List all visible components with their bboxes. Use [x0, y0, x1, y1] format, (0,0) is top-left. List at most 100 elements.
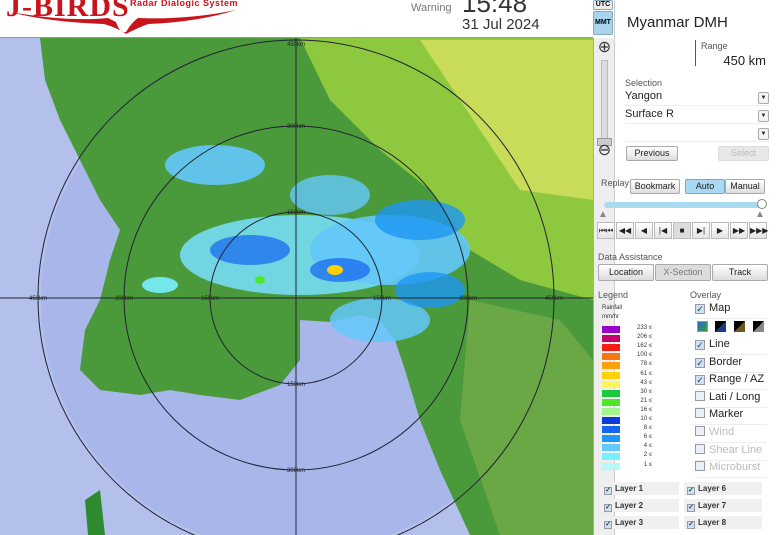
checkbox[interactable]: ✓ [687, 487, 695, 495]
playback-button[interactable]: ▶▶ [730, 222, 748, 239]
checkbox[interactable] [695, 390, 705, 401]
playback-button[interactable]: ⏮⏮ [597, 222, 615, 239]
playback-button[interactable]: ▶▶▶ [749, 222, 768, 239]
dropdown-arrow-icon[interactable]: ▼ [758, 92, 769, 104]
bookmark-button[interactable]: Bookmark [630, 179, 680, 194]
previous-button[interactable]: Previous [626, 146, 678, 161]
legend-entry: 43 ≤ [602, 380, 662, 389]
select-button[interactable]: Select [718, 146, 769, 161]
checkbox[interactable]: ✓ [687, 521, 695, 529]
track-button[interactable]: Track [712, 264, 768, 281]
mmt-button[interactable]: MMT [593, 11, 613, 35]
legend-entry: 61 ≤ [602, 370, 662, 380]
dropdown-arrow-icon[interactable]: ▼ [758, 110, 769, 122]
map-style-dark-brown[interactable] [734, 321, 745, 332]
legend-entry: 10 ≤ [602, 416, 662, 425]
playback-button[interactable]: |◀ [654, 222, 672, 239]
replay-timeline[interactable] [604, 202, 762, 208]
map-style-dark-blue[interactable] [715, 321, 726, 332]
location-button[interactable]: Location [598, 264, 654, 281]
playback-button[interactable]: ◀ [635, 222, 653, 239]
checkbox[interactable]: ✓ [695, 304, 705, 314]
legend-value: 61 ≤ [640, 370, 652, 377]
product-select[interactable]: Surface R ▼ [625, 108, 769, 124]
third-select[interactable]: ▼ [625, 126, 769, 142]
checkbox[interactable] [695, 408, 705, 419]
overlay-toggle[interactable]: ✓ Border [695, 356, 767, 373]
overlay-toggle[interactable]: ✓ Range / AZ [695, 373, 767, 391]
auto-button[interactable]: Auto [685, 179, 725, 194]
replay-handle[interactable] [757, 199, 767, 209]
overlay-label: Overlay [690, 290, 722, 300]
checkbox[interactable]: ✓ [687, 504, 695, 512]
layer-toggle[interactable]: ✓ Layer 6 [684, 482, 762, 495]
legend-swatch [602, 326, 620, 333]
range-label: 300km [287, 468, 305, 474]
legend-value: 8 ≤ [643, 425, 652, 432]
overlay-toggle[interactable]: ✓ Map [695, 302, 767, 319]
site-select-value: Yangon [625, 90, 663, 102]
site-select[interactable]: Yangon ▼ [625, 90, 769, 106]
divider [695, 40, 696, 66]
checkbox[interactable] [695, 461, 705, 472]
checkbox[interactable] [695, 426, 705, 436]
overlay-toggle[interactable]: Shear Line [695, 443, 767, 461]
replay-end-marker-icon[interactable]: ▲ [755, 209, 765, 220]
range-rings [0, 38, 593, 535]
layer-toggle[interactable]: ✓ Layer 1 [601, 482, 679, 495]
layer-toggle[interactable]: ✓ Layer 7 [684, 499, 762, 512]
legend-entry: 30 ≤ [602, 389, 662, 398]
legend-title: Rainfall [602, 305, 623, 311]
checkbox[interactable] [695, 443, 705, 454]
zoom-slider-track[interactable] [601, 60, 608, 150]
data-assistance-label: Data Assistance [598, 252, 663, 262]
utc-button[interactable]: UTC [593, 0, 613, 10]
legend-entry: 16 ≤ [602, 407, 662, 416]
overlay-toggle[interactable]: ✓ Line [695, 338, 767, 355]
playback-button[interactable]: ■ [673, 222, 691, 239]
legend-swatch [602, 453, 620, 461]
layer-toggle[interactable]: ✓ Layer 3 [601, 516, 679, 529]
date-display: 31 Jul 2024 [462, 16, 540, 33]
overlay-toggle[interactable]: Wind [695, 426, 767, 443]
zoom-in-icon[interactable]: ⊕ [597, 39, 612, 56]
warning-label[interactable]: Warning [411, 2, 452, 14]
overlay-toggle[interactable]: Lati / Long [695, 390, 767, 408]
map-style-color[interactable] [697, 321, 708, 332]
playback-button[interactable]: ▶| [692, 222, 710, 239]
playback-button[interactable]: ◀◀ [616, 222, 634, 239]
layer-toggle[interactable]: ✓ Layer 2 [601, 499, 679, 512]
legend-value: 100 ≤ [637, 352, 652, 359]
checkbox[interactable]: ✓ [695, 375, 705, 386]
checkbox[interactable]: ✓ [695, 357, 705, 368]
map-style-gray[interactable] [753, 321, 764, 332]
layer-toggle[interactable]: ✓ Layer 8 [684, 516, 762, 529]
playback-button[interactable]: ▶ [711, 222, 729, 239]
legend-value: 2 ≤ [643, 452, 652, 459]
layer-label: Layer 1 [615, 484, 644, 493]
checkbox[interactable]: ✓ [604, 504, 612, 512]
overlay-toggle[interactable]: Marker [695, 408, 767, 426]
layer-label: Layer 7 [698, 501, 727, 510]
checkbox[interactable]: ✓ [604, 521, 612, 529]
checkbox[interactable]: ✓ [695, 340, 705, 350]
radar-map[interactable]: 450km 300km 150km 150km 300km 450km 300k… [0, 38, 593, 535]
layer-label: Layer 2 [615, 501, 644, 510]
legend-swatch [602, 335, 620, 343]
replay-start-marker-icon[interactable]: ▲ [598, 209, 608, 220]
legend-value: 78 ≤ [640, 361, 652, 368]
zoom-out-icon[interactable]: ⊖ [597, 142, 612, 159]
checkbox[interactable]: ✓ [604, 487, 612, 495]
range-label: 450km [287, 42, 305, 48]
legend-swatch [602, 435, 620, 443]
manual-button[interactable]: Manual [725, 179, 765, 194]
overlay-toggle[interactable]: Microburst [695, 461, 767, 479]
x-section-button[interactable]: X-Section [655, 264, 711, 281]
overlay-label: Border [709, 355, 743, 368]
zoom-slider-handle[interactable] [597, 138, 612, 146]
range-label: 300km [115, 296, 133, 302]
legend-swatch [602, 417, 620, 424]
legend-entry: 162 ≤ [602, 343, 662, 352]
dropdown-arrow-icon[interactable]: ▼ [758, 128, 769, 140]
overlay-label: Microburst [709, 461, 761, 474]
